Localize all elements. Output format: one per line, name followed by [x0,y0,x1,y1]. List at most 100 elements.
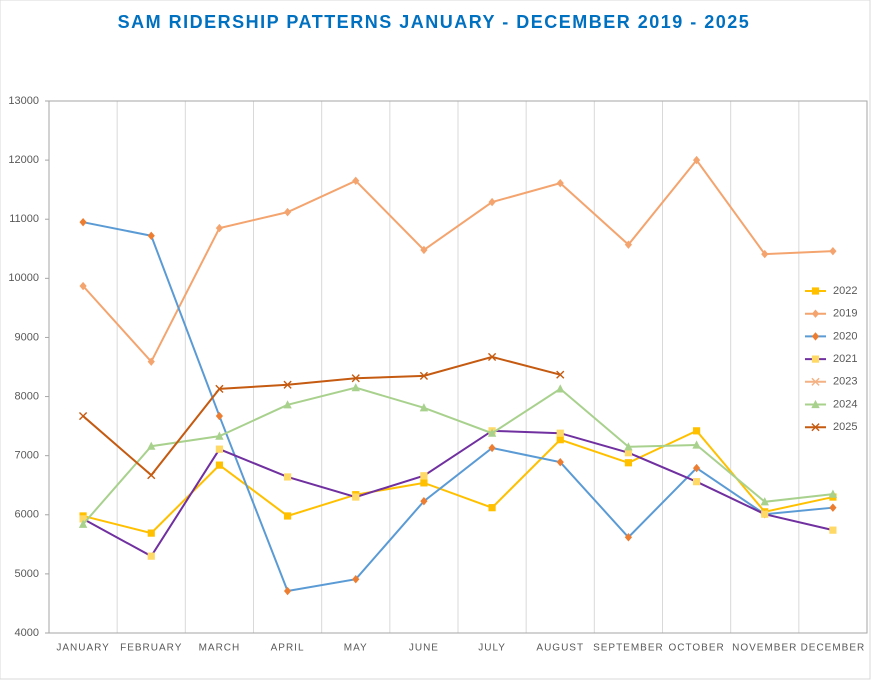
y-tick-label: 5000 [15,568,39,580]
marker [147,357,155,366]
legend-label: 2024 [833,398,857,410]
marker [692,155,701,165]
legend-label: 2020 [833,330,857,342]
y-tick-label: 9000 [15,331,39,343]
marker [760,497,769,506]
marker [147,231,155,240]
legend-label: 2021 [833,353,857,365]
marker [78,519,88,528]
marker [556,457,564,467]
marker [215,411,224,421]
marker [79,281,87,291]
y-tick-label: 10000 [8,272,39,284]
legend-marker [811,377,820,386]
x-tick-label: MARCH [199,643,241,654]
marker [352,575,360,584]
marker [78,411,88,421]
x-tick-label: AUGUST [536,643,584,654]
marker [829,246,837,256]
marker [487,352,497,362]
legend-label: 2022 [833,285,857,297]
marker [761,510,769,518]
x-tick-label: JULY [478,643,506,654]
legend-label: 2023 [833,376,857,388]
marker [556,178,564,188]
marker [624,449,633,457]
y-tick-label: 11000 [9,213,39,225]
marker [420,472,428,480]
marker [556,370,565,379]
marker [283,207,292,217]
legend-marker [811,355,820,363]
marker [829,526,837,534]
plot-area [48,100,868,634]
series-line [82,386,834,525]
marker [556,436,564,444]
x-tick-label: FEBRUARY [120,643,182,654]
x-tick-label: APRIL [271,643,305,654]
marker [761,249,769,259]
legend-marker [811,332,820,341]
marker [283,512,292,520]
marker [420,479,428,487]
marker [215,461,224,469]
y-tick-label: 6000 [15,509,39,521]
marker [692,427,701,435]
marker [556,384,565,393]
marker [79,515,87,523]
marker [488,443,496,453]
marker [215,445,224,453]
marker [215,223,224,233]
legend-label: 2019 [833,308,857,320]
marker [556,429,564,437]
marker [79,217,87,227]
marker [351,374,360,383]
marker [420,496,428,506]
legend-marker [811,309,820,318]
marker [624,240,633,249]
marker [692,478,701,486]
marker [352,176,360,185]
marker [147,552,155,560]
series-line [82,158,833,364]
marker [147,471,156,480]
x-tick-label: JANUARY [56,643,110,654]
marker [147,441,156,450]
marker [624,442,633,451]
marker [692,440,701,449]
marker [352,493,360,501]
y-tick-label: 8000 [15,390,39,402]
series-line [82,429,834,535]
x-tick-label: JUNE [409,643,439,654]
marker [419,403,429,412]
marker [283,380,292,389]
marker [488,197,496,207]
legend-label: 2025 [833,421,857,433]
legend-marker [811,423,820,432]
marker [283,586,292,596]
x-tick-label: MAY [344,643,368,654]
y-tick-label: 4000 [15,627,39,639]
marker [829,503,837,512]
marker [692,463,701,473]
series-line [82,355,561,477]
x-tick-label: DECEMBER [801,643,866,654]
marker [828,489,838,498]
marker [624,533,633,542]
marker [419,371,429,380]
y-tick-label: 12000 [8,154,39,166]
series-line [82,429,834,558]
x-tick-label: OCTOBER [668,643,724,654]
y-tick-label: 13000 [8,95,39,107]
marker [488,504,496,512]
y-tick-label: 7000 [15,450,39,462]
marker [420,245,428,255]
marker [283,400,292,409]
series-line [82,221,834,593]
x-tick-label: SEPTEMBER [593,643,664,654]
legend-marker [811,287,820,295]
marker [147,529,155,537]
marker [215,384,224,393]
